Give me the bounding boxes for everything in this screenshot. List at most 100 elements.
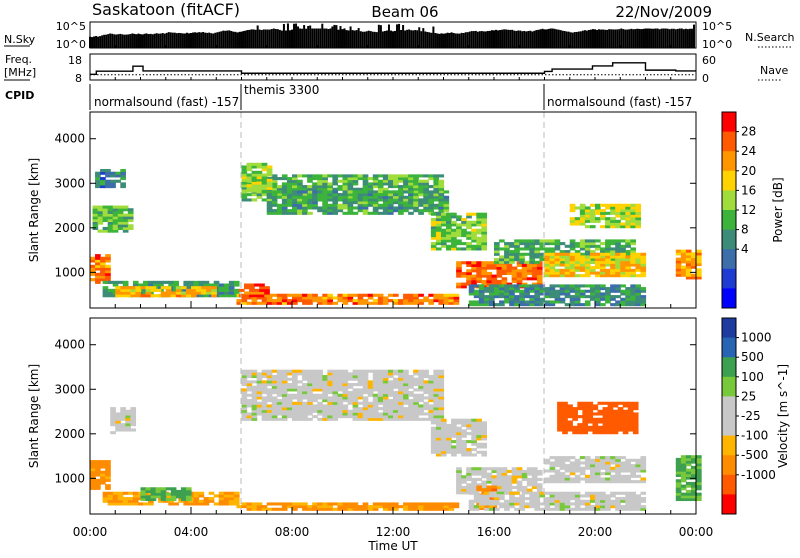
- velocity-cell-821: [382, 393, 389, 397]
- velocity-cell-376: [246, 375, 253, 379]
- velocity-cell-361: [241, 377, 248, 381]
- velocity-cell-741: [357, 377, 364, 381]
- velocity-cell-112: [193, 502, 200, 506]
- power-cell-119: [105, 182, 111, 186]
- velocity-cell-1613: [622, 415, 629, 419]
- velocity-cell-1513: [572, 412, 578, 416]
- power-cell-374: [286, 301, 293, 305]
- velocity-cell-279: [332, 507, 339, 511]
- velocity-cell-1437: [615, 456, 621, 460]
- velocity-cell-487: [281, 396, 288, 400]
- power-cell-853: [246, 184, 253, 188]
- power-cell-1685: [569, 255, 576, 259]
- power-cell-1875: [625, 222, 631, 226]
- velocity-cell-997: [433, 369, 440, 373]
- velocity-cell-65: [127, 491, 134, 495]
- power-cell-1970: [519, 303, 525, 307]
- power-cell-1724: [600, 274, 606, 278]
- velocity-cell-473: [276, 383, 283, 387]
- power-cell-872: [256, 184, 263, 188]
- power-cell-1343: [486, 277, 493, 281]
- power-cell-2062: [589, 297, 596, 301]
- velocity-cell-1475: [640, 456, 647, 460]
- power-cell-1932: [488, 289, 495, 293]
- power-cell-1571: [589, 250, 596, 254]
- velocity-cell-1575: [607, 428, 614, 432]
- velocity-cell-761: [362, 372, 369, 376]
- velocity-cell-1282: [536, 477, 543, 481]
- velocity-cell-61: [122, 491, 129, 495]
- power-cell-568: [271, 179, 278, 183]
- velocity-cell-1704: [529, 499, 535, 503]
- power-cell-1948: [504, 300, 510, 304]
- power-cell-375: [286, 299, 293, 303]
- velocity-cell-773: [367, 385, 374, 389]
- power-cell-1350: [491, 282, 498, 286]
- velocity-cell-1201: [486, 467, 493, 471]
- velocity-cell-1025: [430, 429, 437, 433]
- velocity-cell-609: [317, 375, 323, 379]
- velocity-cell-1205: [491, 483, 498, 487]
- xtick-label-6: 00:00: [679, 525, 714, 539]
- velocity-cell-1415: [605, 466, 611, 470]
- velocity-cell-441: [266, 377, 273, 381]
- velocity-cell-1062: [446, 437, 452, 441]
- velocity-cell-535: [297, 404, 303, 408]
- power-cell-261: [228, 291, 235, 295]
- power-cell-638: [317, 185, 323, 189]
- power-cell-1681: [569, 266, 576, 270]
- power-cell-331: [206, 291, 212, 295]
- velocity-cell-281: [337, 507, 344, 511]
- velocity-cell-228: [185, 495, 192, 499]
- velocity-cell-1096: [461, 442, 467, 446]
- freq-tick-top: 18: [68, 54, 82, 67]
- velocity-cell-1177: [471, 477, 477, 481]
- velocity-cell-625: [322, 380, 328, 384]
- power-cell-1600: [610, 250, 616, 254]
- power-cell-875: [256, 173, 263, 177]
- power-cell-91: [122, 226, 129, 230]
- power-cell-1446: [504, 252, 510, 256]
- power-cell-1335: [481, 271, 488, 275]
- velocity-cell-1757: [574, 507, 581, 511]
- velocity-cell-1889: [690, 487, 697, 491]
- velocity-echo-cells: [90, 369, 702, 511]
- velocity-cell-107: [188, 502, 195, 506]
- power-cell-908: [271, 195, 278, 199]
- velocity-cell-1594: [612, 409, 619, 413]
- velocity-cell-960: [423, 375, 429, 379]
- velocity-cell-280: [332, 502, 339, 506]
- velocity-cell-1442: [620, 466, 626, 470]
- power-cell-1906: [468, 284, 475, 288]
- power-cell-1973: [519, 295, 525, 299]
- velocity-cell-71: [137, 502, 144, 506]
- velocity-cell-1228: [501, 472, 508, 476]
- power-cell-964: [312, 201, 318, 205]
- power-cell-822: [428, 177, 434, 181]
- power-cell-2012: [549, 303, 556, 307]
- velocity-cell-383: [251, 407, 258, 411]
- velocity-cell-1739: [559, 505, 566, 509]
- velocity-cell-320: [408, 502, 414, 506]
- power-cell-15: [95, 256, 101, 260]
- velocity-cell-139: [228, 502, 235, 506]
- velocity-cell-1128: [476, 437, 482, 441]
- power-cell-957: [307, 211, 313, 215]
- power-cell-1592: [605, 250, 611, 254]
- velocity-cell-264: [302, 502, 308, 506]
- power-cell-1933: [488, 287, 495, 291]
- velocity-cell-1621: [627, 420, 634, 424]
- velocity-cell-1150: [456, 483, 462, 487]
- velocity-cell-641: [327, 380, 333, 384]
- velocity-cell-351: [241, 407, 248, 411]
- power-cell-82: [117, 224, 124, 228]
- power-cell-553: [266, 198, 273, 202]
- velocity-cell-822: [382, 391, 389, 395]
- velocity-cell-1806: [615, 505, 621, 509]
- power-cell-1121: [418, 209, 424, 213]
- velocity-cell-363: [241, 372, 248, 376]
- velocity-cell-326: [418, 502, 424, 506]
- velocity-cell-993: [433, 380, 440, 384]
- power-cell-1245: [466, 247, 472, 251]
